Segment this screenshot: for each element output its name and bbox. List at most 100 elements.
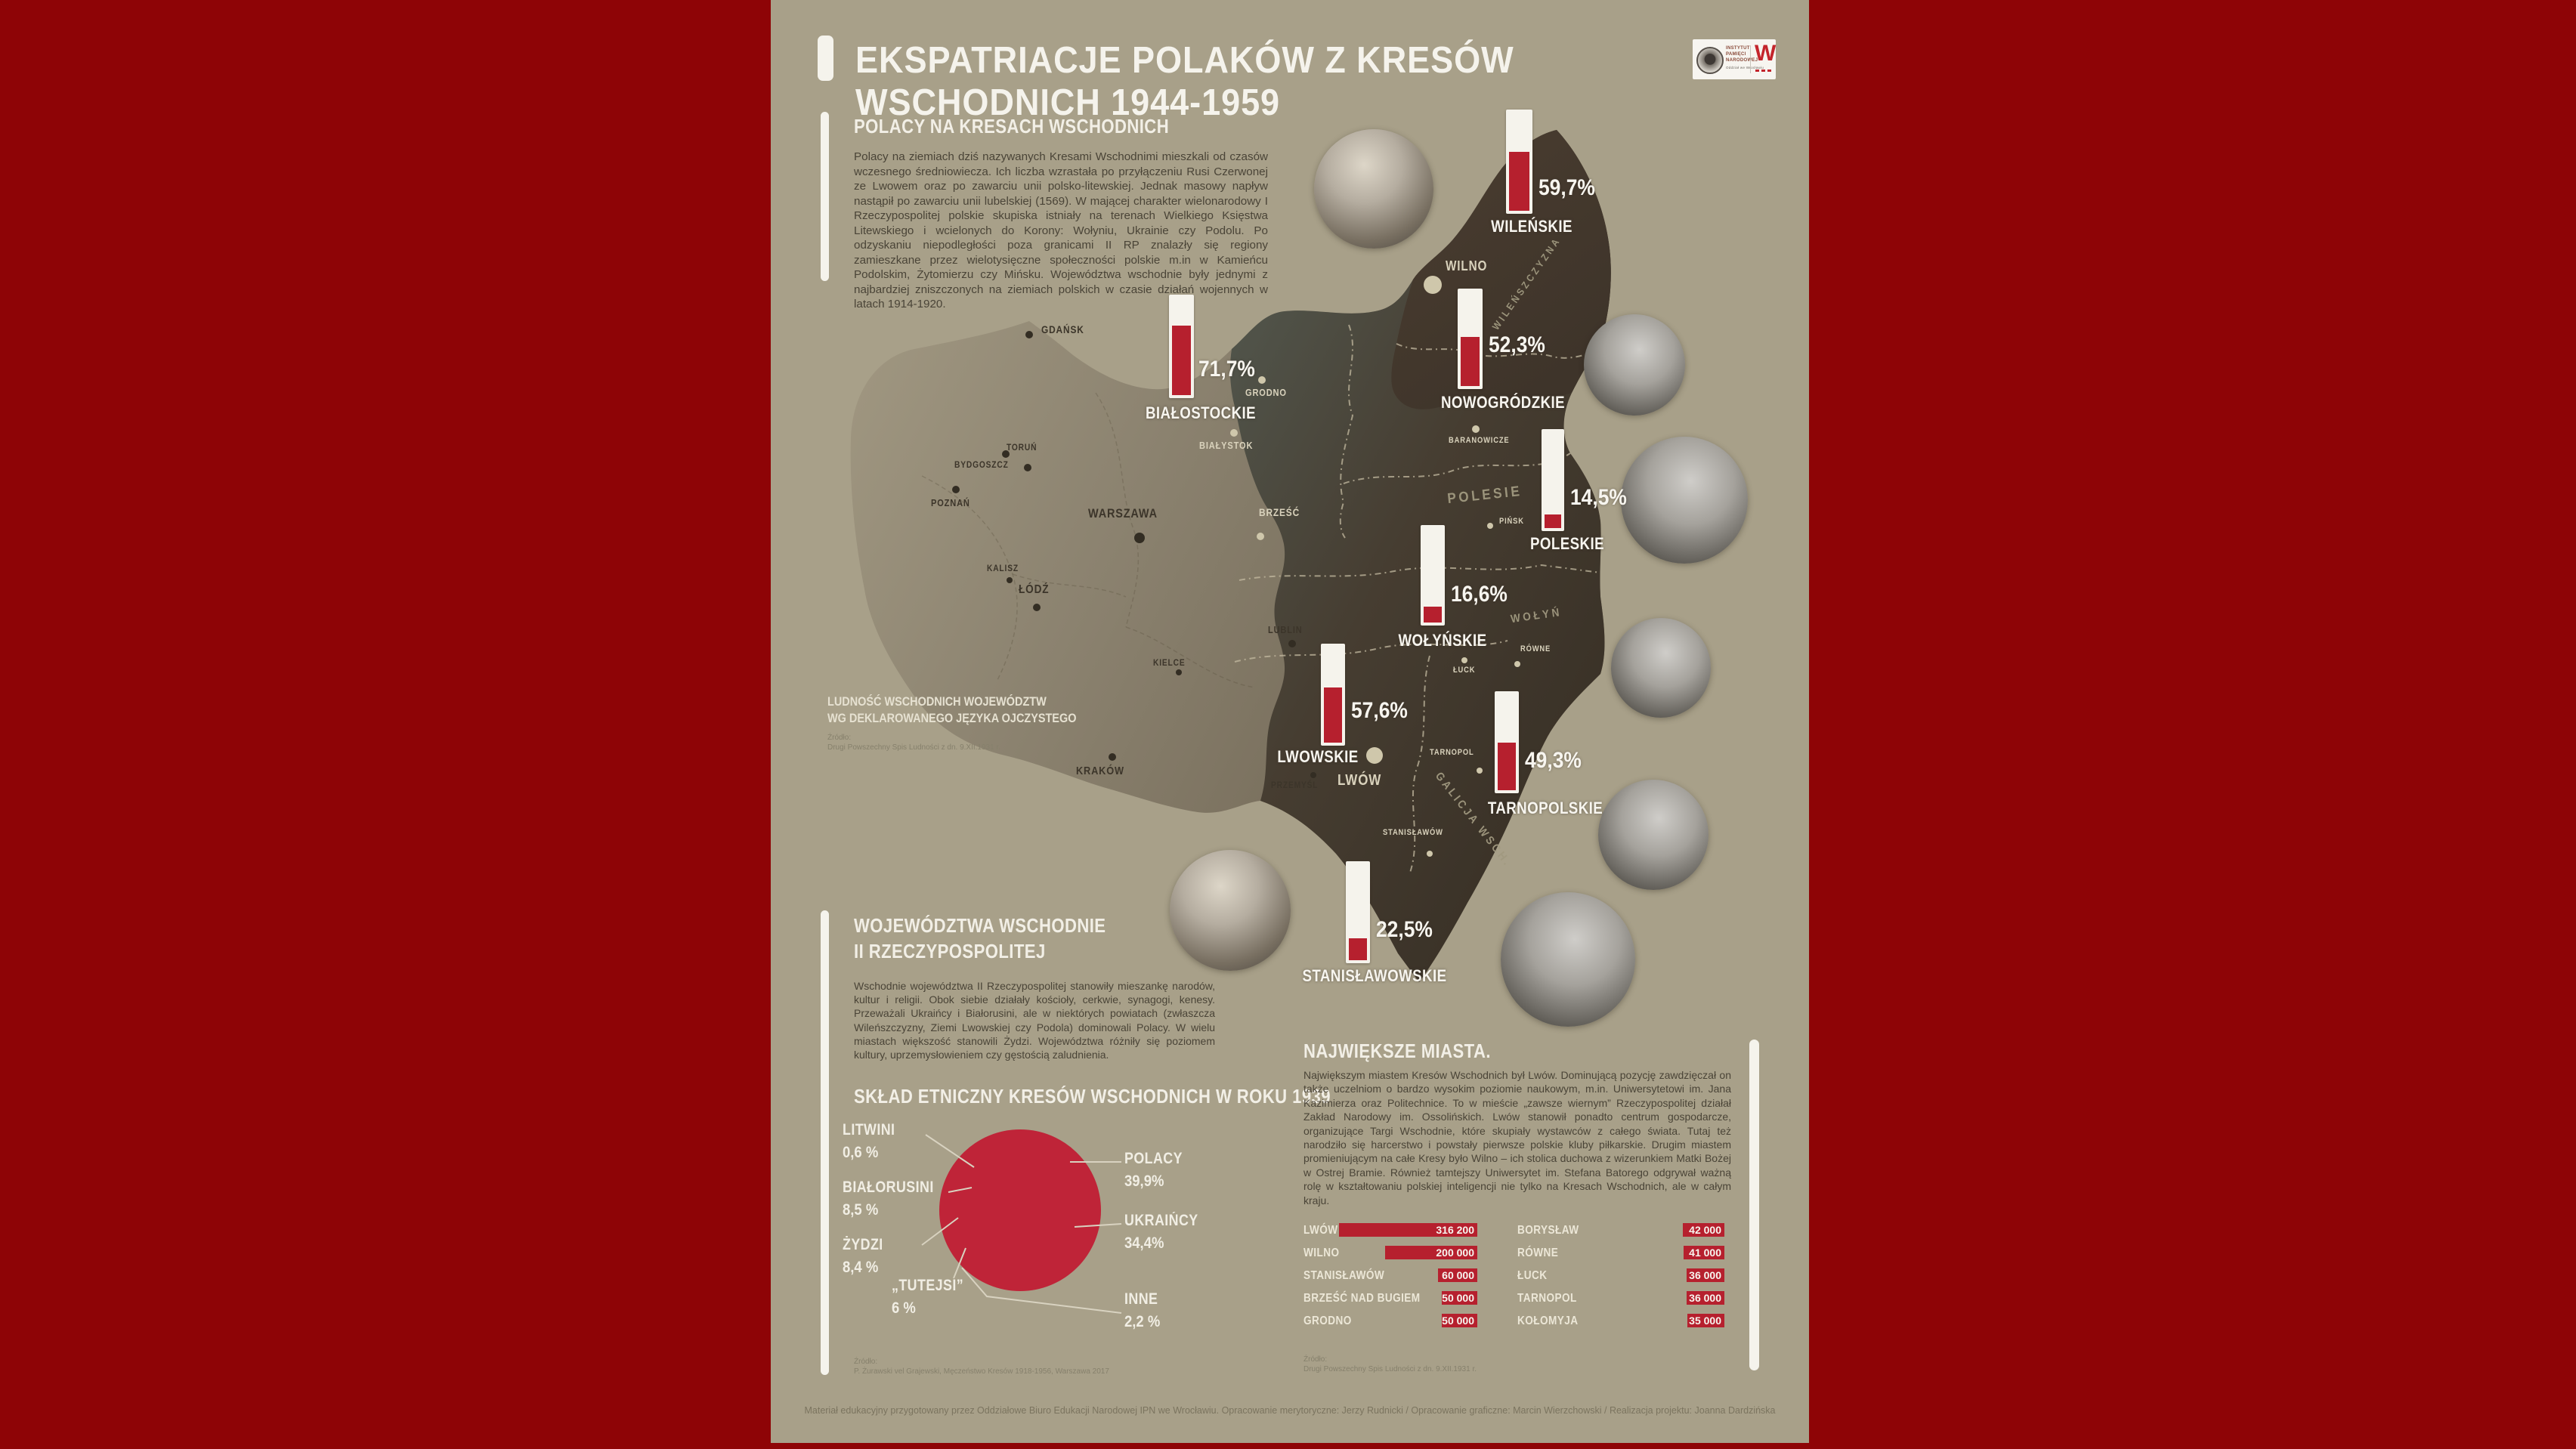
city-label-brześć: BRZEŚĆ bbox=[1259, 506, 1300, 518]
city-label-poznań: POZNAŃ bbox=[931, 497, 970, 508]
city-pop-label-lwów: LWÓW bbox=[1303, 1224, 1338, 1237]
voivodeship-bar-fill bbox=[1349, 938, 1367, 960]
city-pop-bar-stanisławów: 60 000 bbox=[1438, 1268, 1477, 1282]
city-label-stanisławów: STANISŁAWÓW bbox=[1383, 828, 1443, 837]
logo-box: INSTYTUT PAMIĘCI NARODOWEJ Oddział we Wr… bbox=[1693, 39, 1776, 79]
city-label-białystok: BIAŁYSTOK bbox=[1199, 440, 1254, 451]
voivodeship-percent: 57,6% bbox=[1351, 698, 1408, 723]
pie-label-value: 8,4 % bbox=[843, 1259, 879, 1276]
city-pop-label-tarnopol: TARNOPOL bbox=[1517, 1292, 1577, 1305]
voivodeship-bar-fill bbox=[1324, 687, 1342, 743]
map-source: Źródło: Drugi Powszechny Spis Ludności z… bbox=[827, 733, 1000, 752]
pie-label-białorusini: BIAŁORUSINI 8,5 % bbox=[843, 1179, 950, 1219]
city-dot-baranowicze bbox=[1472, 425, 1480, 433]
city-pop-label-równe: RÓWNE bbox=[1517, 1247, 1559, 1259]
ipn-line-1: INSTYTUT bbox=[1726, 46, 1750, 51]
page-title: EKSPATRIACJE POLAKÓW Z KRESÓW WSCHODNICH… bbox=[855, 40, 1514, 123]
photo-ostra-brama-gate bbox=[1314, 129, 1433, 249]
miasta-source-label: Źródło: bbox=[1303, 1355, 1328, 1364]
pie-label-inne: INNE 2,2 % bbox=[1124, 1290, 1165, 1331]
pie-source-text: P. Żurawski vel Grajewski, Męczeństwo Kr… bbox=[854, 1367, 1109, 1376]
city-pop-bar-łuck: 36 000 bbox=[1687, 1268, 1724, 1282]
voivodeship-name: POLESKIE bbox=[1530, 534, 1604, 553]
voivodeship-percent: 71,7% bbox=[1198, 357, 1255, 382]
pie-label-name: ŻYDZI bbox=[843, 1236, 883, 1253]
pie-label-value: 39,9% bbox=[1124, 1172, 1164, 1190]
ipn-line-3: NARODOWEJ bbox=[1726, 58, 1758, 63]
city-pop-label-kołomyja: KOŁOMYJA bbox=[1517, 1315, 1579, 1327]
voivodeship-percent: 22,5% bbox=[1376, 917, 1433, 942]
infographic-poster: EKSPATRIACJE POLAKÓW Z KRESÓW WSCHODNICH… bbox=[771, 0, 1809, 1443]
pie-label-value: 6 % bbox=[892, 1299, 916, 1317]
city-pop-value: 41 000 bbox=[1689, 1247, 1721, 1259]
pie-label-value: 34,4% bbox=[1124, 1234, 1164, 1252]
photo-church-two-towers bbox=[1621, 437, 1748, 564]
voivodeship-percent: 14,5% bbox=[1570, 485, 1627, 510]
city-dot-równe bbox=[1514, 661, 1520, 667]
city-label-lwów: LWÓW bbox=[1337, 772, 1382, 789]
city-pop-bar-równe: 41 000 bbox=[1684, 1246, 1724, 1259]
voivodeship-bar-fill bbox=[1509, 152, 1529, 211]
voivodeship-bar-fill bbox=[1172, 326, 1191, 395]
miasta-accent-bar bbox=[1749, 1040, 1759, 1370]
city-dot-bydgoszcz bbox=[1002, 450, 1010, 458]
city-pop-label-borysław: BORYSŁAW bbox=[1517, 1224, 1579, 1237]
ipn-eagle-icon bbox=[1696, 47, 1724, 74]
city-label-tarnopol: TARNOPOL bbox=[1430, 748, 1474, 757]
miasta-heading: NAJWIĘKSZE MIASTA. bbox=[1303, 1040, 1491, 1062]
city-label-przemyśl: PRZEMYŚL bbox=[1271, 780, 1319, 790]
voivodeship-name: STANISŁAWOWSKIE bbox=[1302, 966, 1447, 985]
pie-label-polacy: POLACY 39,9% bbox=[1124, 1150, 1193, 1191]
w-logo-dashes bbox=[1755, 70, 1772, 72]
section-polacy-accent-bar bbox=[821, 112, 829, 281]
voivodeship-bar-stanisławowskie bbox=[1346, 861, 1370, 963]
city-pop-label-łuck: ŁUCK bbox=[1517, 1269, 1548, 1282]
city-pop-value: 50 000 bbox=[1442, 1292, 1474, 1304]
city-label-kalisz: KALISZ bbox=[987, 563, 1019, 573]
pie-label-name: LITWINI bbox=[843, 1121, 895, 1138]
pie-source-label: Źródło: bbox=[854, 1358, 878, 1366]
city-pop-value: 60 000 bbox=[1442, 1269, 1474, 1281]
city-dot-tarnopol bbox=[1477, 768, 1483, 774]
city-label-pińsk: PIŃSK bbox=[1499, 517, 1524, 526]
city-pop-label-wilno: WILNO bbox=[1303, 1247, 1340, 1259]
ipn-sub-line: Oddział we Wrocławiu bbox=[1726, 66, 1764, 70]
city-label-bydgoszcz: BYDGOSZCZ bbox=[954, 459, 1009, 470]
photo-street-scene bbox=[1170, 850, 1291, 971]
city-label-lublin: LUBLIN bbox=[1268, 624, 1303, 635]
city-dot-warszawa bbox=[1134, 533, 1145, 543]
voivodeship-bar-wileńskie bbox=[1506, 110, 1532, 214]
voivodeship-percent: 59,7% bbox=[1538, 175, 1595, 200]
city-pop-bar-wilno: 200 000 bbox=[1385, 1246, 1477, 1259]
voivodeship-name: NOWOGRÓDZKIE bbox=[1440, 393, 1566, 412]
city-label-łódź: ŁÓDŹ bbox=[1019, 583, 1050, 596]
map-source-label: Źródło: bbox=[827, 734, 852, 742]
city-pop-value: 42 000 bbox=[1689, 1224, 1721, 1236]
city-dot-lublin bbox=[1288, 640, 1296, 647]
city-pop-value: 36 000 bbox=[1689, 1292, 1721, 1304]
voivodeship-name: LWOWSKIE bbox=[1277, 747, 1359, 766]
city-dot-kraków bbox=[1109, 753, 1116, 761]
miasta-source-text: Drugi Powszechny Spis Ludności z dn. 9.X… bbox=[1303, 1365, 1477, 1373]
pie-label-litwini: LITWINI 0,6 % bbox=[843, 1121, 905, 1162]
pie-label-żydzi: ŻYDZI 8,4 % bbox=[843, 1236, 890, 1277]
city-pop-label-stanisławów: STANISŁAWÓW bbox=[1303, 1269, 1385, 1282]
wojewodztwa-heading-line2: II RZECZYPOSPOLITEJ bbox=[854, 940, 1046, 962]
section-polacy-body: Polacy na ziemiach dziś nazywanych Kresa… bbox=[854, 150, 1268, 310]
voivodeship-percent: 16,6% bbox=[1451, 582, 1508, 607]
city-label-wilno: WILNO bbox=[1446, 258, 1488, 273]
footer-credits: Materiał edukacyjny przygotowany przez O… bbox=[804, 1405, 1776, 1416]
city-label-łuck: ŁUCK bbox=[1453, 666, 1476, 675]
map-internal-borders-east bbox=[1234, 324, 1604, 876]
city-label-gdańsk: GDAŃSK bbox=[1041, 323, 1084, 335]
pie-label-name: BIAŁORUSINI bbox=[843, 1179, 934, 1196]
ipn-line-2: PAMIĘCI bbox=[1726, 52, 1746, 57]
city-pop-value: 36 000 bbox=[1689, 1269, 1721, 1281]
city-dot-pińsk bbox=[1487, 523, 1493, 529]
city-dot-lwów bbox=[1366, 747, 1383, 764]
pie-label-value: 8,5 % bbox=[843, 1201, 879, 1219]
city-pop-label-brześć-nad-bugiem: BRZEŚĆ NAD BUGIEM bbox=[1303, 1292, 1421, 1305]
logo-divider bbox=[1750, 45, 1751, 73]
pie-label-value: 0,6 % bbox=[843, 1144, 879, 1161]
map-caption-line1: LUDNOŚĆ WSCHODNICH WOJEWÓDZTW bbox=[827, 694, 1047, 709]
